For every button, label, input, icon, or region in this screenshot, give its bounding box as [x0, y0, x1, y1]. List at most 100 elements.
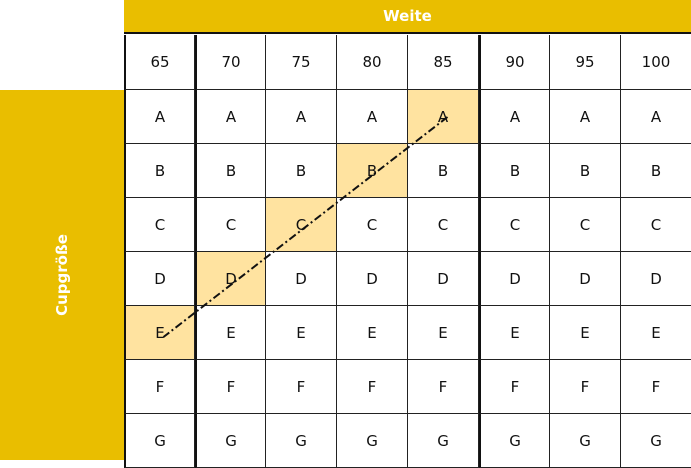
- table-cell: F: [337, 360, 408, 414]
- cell-text: 100: [641, 53, 671, 71]
- cell-text: G: [154, 431, 166, 450]
- cell-text: D: [154, 269, 166, 288]
- cup-size-header: Cupgröße: [0, 90, 124, 460]
- cell-text: D: [225, 269, 237, 288]
- cell-text: E: [367, 323, 377, 342]
- width-header-cell: 100: [621, 35, 691, 90]
- cell-text: F: [651, 377, 661, 396]
- table-cell: G: [550, 414, 621, 468]
- table-cell: C: [124, 198, 195, 252]
- cell-text: G: [366, 431, 378, 450]
- table-cell: G: [195, 414, 266, 468]
- cell-text: D: [437, 269, 449, 288]
- cell-text: 75: [291, 53, 311, 71]
- cell-text: B: [366, 161, 378, 180]
- cell-text: G: [225, 431, 237, 450]
- cell-text: E: [580, 323, 590, 342]
- table-cell: G: [266, 414, 337, 468]
- cell-text: F: [296, 377, 306, 396]
- table-cell: F: [550, 360, 621, 414]
- cell-text: F: [155, 377, 165, 396]
- table-cell: E: [195, 306, 266, 360]
- cell-text: D: [509, 269, 521, 288]
- cell-text: F: [367, 377, 377, 396]
- cell-text: G: [437, 431, 449, 450]
- table-cell: G: [124, 414, 195, 468]
- width-header-cell: 70: [195, 35, 266, 90]
- table-cell: A: [550, 90, 621, 144]
- table-cell: D: [124, 252, 195, 306]
- table-cell: E: [479, 306, 550, 360]
- table-cell: A: [621, 90, 691, 144]
- table-cell: B: [337, 144, 408, 198]
- cell-text: E: [155, 323, 165, 342]
- table-cell: G: [408, 414, 479, 468]
- table-cell: E: [408, 306, 479, 360]
- table-cell: E: [337, 306, 408, 360]
- table-cell: C: [195, 198, 266, 252]
- cell-text: D: [650, 269, 662, 288]
- table-cell: A: [479, 90, 550, 144]
- cell-text: 80: [362, 53, 382, 71]
- cell-text: B: [509, 161, 521, 180]
- table-cell: A: [124, 90, 195, 144]
- table-cell: A: [408, 90, 479, 144]
- cell-text: E: [651, 323, 661, 342]
- cell-text: D: [295, 269, 307, 288]
- table-cell: C: [479, 198, 550, 252]
- table-cell: F: [124, 360, 195, 414]
- cell-text: C: [366, 215, 378, 234]
- table-cell: A: [266, 90, 337, 144]
- cell-text: E: [510, 323, 520, 342]
- table-cell: F: [408, 360, 479, 414]
- table-cell: A: [337, 90, 408, 144]
- cell-text: G: [509, 431, 521, 450]
- cell-text: A: [366, 107, 378, 126]
- cell-text: 85: [433, 53, 453, 71]
- cell-text: 65: [150, 53, 170, 71]
- cell-text: B: [225, 161, 237, 180]
- cell-text: A: [225, 107, 237, 126]
- cell-text: B: [437, 161, 449, 180]
- table-cell: D: [479, 252, 550, 306]
- cell-text: A: [295, 107, 307, 126]
- width-header-cell: 80: [337, 35, 408, 90]
- width-header-label: Weite: [383, 7, 432, 25]
- cell-text: C: [437, 215, 449, 234]
- cell-text: G: [650, 431, 662, 450]
- cell-text: A: [154, 107, 166, 126]
- cell-text: E: [226, 323, 236, 342]
- cell-text: F: [580, 377, 590, 396]
- cell-text: 70: [221, 53, 241, 71]
- width-header: Weite: [124, 0, 691, 34]
- width-header-cell: 85: [408, 35, 479, 90]
- table-cell: E: [124, 306, 195, 360]
- table-cell: G: [337, 414, 408, 468]
- cell-text: F: [438, 377, 448, 396]
- table-cell: E: [266, 306, 337, 360]
- cell-text: D: [579, 269, 591, 288]
- cell-text: G: [295, 431, 307, 450]
- table-cell: G: [621, 414, 691, 468]
- table-cell: C: [266, 198, 337, 252]
- table-cell: D: [621, 252, 691, 306]
- width-header-cell: 95: [550, 35, 621, 90]
- table-cell: F: [266, 360, 337, 414]
- table-cell: D: [195, 252, 266, 306]
- cell-text: E: [296, 323, 306, 342]
- table-cell: B: [124, 144, 195, 198]
- cell-text: C: [579, 215, 591, 234]
- table-cell: F: [621, 360, 691, 414]
- table-cell: B: [479, 144, 550, 198]
- cell-text: C: [650, 215, 662, 234]
- table-cell: B: [550, 144, 621, 198]
- table-cell: B: [266, 144, 337, 198]
- table-cell: G: [479, 414, 550, 468]
- table-cell: B: [621, 144, 691, 198]
- cell-text: B: [154, 161, 166, 180]
- cell-text: C: [295, 215, 307, 234]
- table-cell: C: [408, 198, 479, 252]
- cell-text: B: [650, 161, 662, 180]
- table-cell: D: [408, 252, 479, 306]
- cell-text: 95: [575, 53, 595, 71]
